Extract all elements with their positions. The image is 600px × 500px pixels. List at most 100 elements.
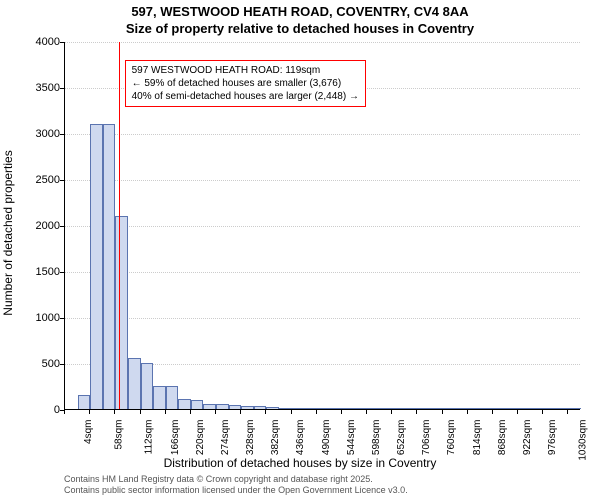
x-tick-label: 112sqm xyxy=(144,420,155,455)
histogram-bar xyxy=(405,408,418,409)
y-tick-mark xyxy=(60,364,64,365)
plot-area: 597 WESTWOOD HEATH ROAD: 119sqm← 59% of … xyxy=(64,42,580,410)
x-tick-label: 220sqm xyxy=(195,420,206,456)
histogram-bar xyxy=(279,408,292,409)
y-tick-mark xyxy=(60,88,64,89)
y-tick-mark xyxy=(60,134,64,135)
x-tick-label: 166sqm xyxy=(170,420,181,456)
annotation-line: ← 59% of detached houses are smaller (3,… xyxy=(132,77,359,90)
y-tick-mark xyxy=(60,318,64,319)
x-tick-mark xyxy=(165,410,166,414)
attribution-line-1: Contains HM Land Registry data © Crown c… xyxy=(64,474,373,485)
grid-line xyxy=(65,42,580,43)
histogram-bar xyxy=(216,404,229,409)
histogram-bar xyxy=(304,408,317,409)
x-tick-mark xyxy=(64,410,65,414)
histogram-bar xyxy=(254,406,267,409)
annotation-line: 40% of semi-detached houses are larger (… xyxy=(132,90,359,103)
histogram-bar xyxy=(90,124,103,409)
histogram-bar xyxy=(518,408,531,409)
x-tick-mark xyxy=(366,410,367,414)
histogram-bar xyxy=(354,408,367,409)
y-tick-mark xyxy=(60,272,64,273)
x-tick-mark xyxy=(114,410,115,414)
x-tick-mark xyxy=(265,410,266,414)
x-tick-label: 1030sqm xyxy=(578,420,589,461)
x-tick-label: 598sqm xyxy=(371,420,382,456)
histogram-bar xyxy=(266,407,279,409)
histogram-bar xyxy=(543,408,556,409)
x-tick-label: 976sqm xyxy=(547,420,558,456)
grid-line xyxy=(65,272,580,273)
x-tick-mark xyxy=(215,410,216,414)
x-tick-mark xyxy=(240,410,241,414)
histogram-bar xyxy=(493,408,506,409)
histogram-bar xyxy=(556,408,569,409)
title-line-2: Size of property relative to detached ho… xyxy=(0,21,600,38)
y-tick-label: 0 xyxy=(24,404,60,416)
y-tick-mark xyxy=(60,42,64,43)
x-tick-label: 760sqm xyxy=(446,420,457,456)
x-tick-label: 490sqm xyxy=(321,420,332,456)
x-axis-label: Distribution of detached houses by size … xyxy=(0,456,600,470)
y-tick-label: 1000 xyxy=(24,312,60,324)
y-axis-label: Number of detached properties xyxy=(1,150,15,315)
x-tick-mark xyxy=(391,410,392,414)
x-tick-mark xyxy=(341,410,342,414)
x-tick-mark xyxy=(442,410,443,414)
histogram-bar xyxy=(468,408,481,409)
histogram-bar xyxy=(203,404,216,409)
histogram-bar xyxy=(430,408,443,409)
y-tick-label: 4000 xyxy=(24,36,60,48)
histogram-bar xyxy=(455,408,468,409)
y-tick-mark xyxy=(60,226,64,227)
histogram-bar xyxy=(241,406,254,409)
x-tick-label: 58sqm xyxy=(114,420,125,450)
attribution-line-2: Contains public sector information licen… xyxy=(64,485,408,496)
histogram-bar xyxy=(317,408,330,409)
histogram-bar xyxy=(417,408,430,409)
x-tick-mark xyxy=(492,410,493,414)
y-tick-label: 2500 xyxy=(24,174,60,186)
x-tick-label: 382sqm xyxy=(270,420,281,456)
x-tick-label: 4sqm xyxy=(83,420,94,444)
histogram-bar xyxy=(115,216,128,409)
property-marker-line xyxy=(119,42,120,409)
x-tick-mark xyxy=(291,410,292,414)
grid-line xyxy=(65,134,580,135)
histogram-bar xyxy=(292,408,305,409)
grid-line xyxy=(65,180,580,181)
x-tick-label: 814sqm xyxy=(472,420,483,456)
histogram-bar xyxy=(128,358,141,409)
histogram-chart: 597, WESTWOOD HEATH ROAD, COVENTRY, CV4 … xyxy=(0,0,600,500)
histogram-bar xyxy=(367,408,380,409)
histogram-bar xyxy=(380,408,393,409)
y-tick-label: 3500 xyxy=(24,82,60,94)
x-tick-label: 868sqm xyxy=(497,420,508,456)
y-tick-mark xyxy=(60,180,64,181)
histogram-bar xyxy=(531,408,544,409)
y-tick-label: 2000 xyxy=(24,220,60,232)
histogram-bar xyxy=(329,408,342,409)
histogram-bar xyxy=(141,363,154,409)
x-tick-mark xyxy=(140,410,141,414)
x-tick-mark xyxy=(416,410,417,414)
x-tick-mark xyxy=(89,410,90,414)
x-tick-mark xyxy=(567,410,568,414)
x-tick-mark xyxy=(542,410,543,414)
title-line-1: 597, WESTWOOD HEATH ROAD, COVENTRY, CV4 … xyxy=(0,4,600,21)
histogram-bar xyxy=(103,124,116,409)
histogram-bar xyxy=(480,408,493,409)
y-tick-label: 500 xyxy=(24,358,60,370)
y-tick-label: 1500 xyxy=(24,266,60,278)
grid-line xyxy=(65,226,580,227)
x-tick-mark xyxy=(190,410,191,414)
histogram-bar xyxy=(178,399,191,409)
histogram-bar xyxy=(166,386,179,409)
grid-line xyxy=(65,318,580,319)
histogram-bar xyxy=(342,408,355,409)
y-tick-label: 3000 xyxy=(24,128,60,140)
x-tick-label: 706sqm xyxy=(421,420,432,456)
annotation-line: 597 WESTWOOD HEATH ROAD: 119sqm xyxy=(132,64,359,77)
histogram-bar xyxy=(191,400,204,409)
